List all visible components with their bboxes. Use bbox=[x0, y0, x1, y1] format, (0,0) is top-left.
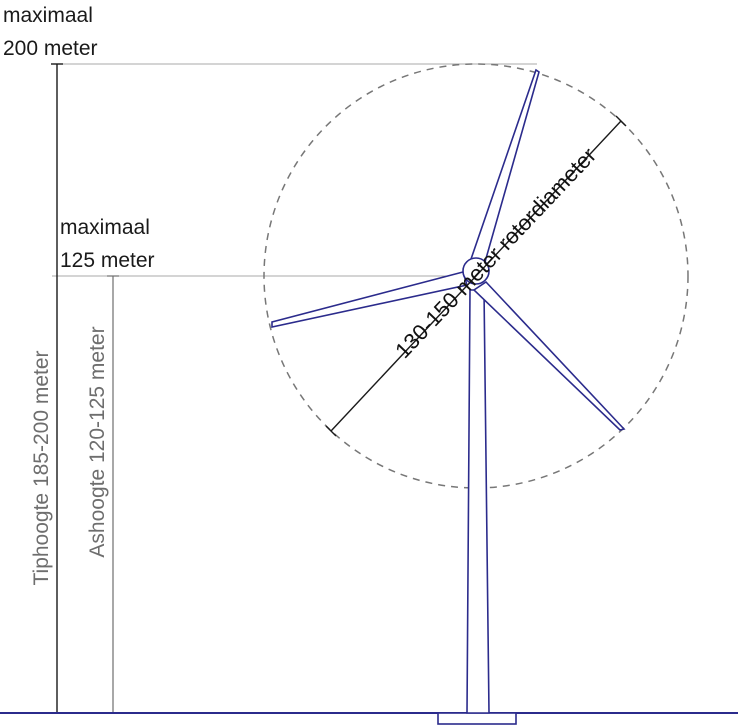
hub-height-label: Ashoogte 120-125 meter bbox=[86, 326, 109, 557]
turbine-hub bbox=[462, 257, 490, 285]
hub-max-label-line2: 125 meter bbox=[60, 249, 155, 272]
hub-max-label-line1: maximaal bbox=[60, 216, 150, 239]
blade-down-right bbox=[472, 280, 626, 431]
rotor-swept-circle bbox=[263, 63, 689, 489]
rotor-diameter-label: 130-150 meter rotordiameter bbox=[390, 143, 601, 363]
turbine-foundation bbox=[437, 712, 517, 725]
tip-max-label-line1: maximaal bbox=[3, 4, 93, 27]
rotor-diameter-dimension bbox=[325, 115, 627, 437]
blade-left bbox=[271, 271, 469, 328]
turbine-tower bbox=[466, 289, 490, 714]
tip-max-label-line2: 200 meter bbox=[3, 37, 98, 60]
tip-height-label: Tiphoogte 185-200 meter bbox=[30, 350, 53, 585]
